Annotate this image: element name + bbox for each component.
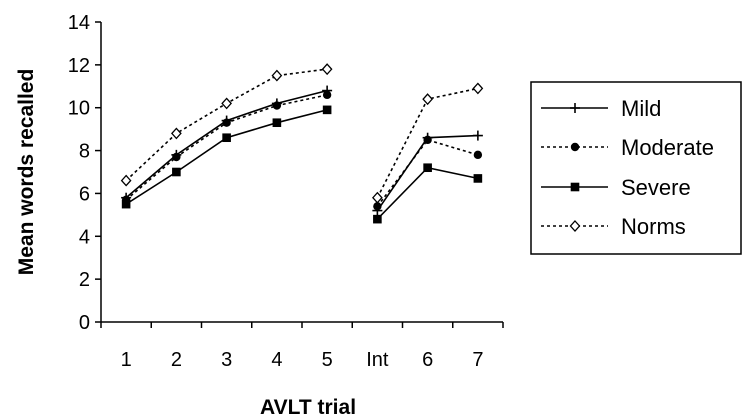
- series-norms: [120, 63, 484, 204]
- data-point: [272, 118, 282, 128]
- data-point: [373, 202, 382, 211]
- data-point: [222, 118, 231, 127]
- legend-marker: [570, 142, 580, 152]
- axes: [95, 21, 504, 328]
- x-tick-label: 5: [322, 349, 333, 371]
- y-tick-label: 6: [79, 183, 90, 205]
- x-axis-title: AVLT trial: [260, 396, 356, 419]
- data-point: [321, 63, 333, 76]
- legend-label: Mild: [621, 96, 661, 121]
- y-tick-label: 2: [79, 269, 90, 291]
- series-layer: [120, 63, 484, 224]
- series-line: [376, 138, 479, 207]
- x-tick-label: Int: [366, 349, 389, 371]
- data-point: [271, 69, 283, 82]
- data-point: [372, 191, 383, 204]
- data-point: [322, 105, 332, 115]
- legend-item: Severe: [541, 175, 691, 200]
- y-tick-label: 4: [79, 226, 90, 248]
- y-tick-label: 14: [68, 12, 90, 34]
- data-point: [272, 101, 282, 110]
- x-tick-label: 1: [121, 349, 132, 371]
- data-point: [120, 174, 132, 187]
- legend: Mild Moderate Severe Norms: [530, 81, 742, 255]
- y-tick-label: 10: [68, 98, 90, 120]
- legend-label: Severe: [621, 175, 691, 200]
- data-point: [422, 93, 433, 106]
- series-mild: [121, 85, 483, 216]
- legend-marker: [570, 182, 580, 192]
- y-tick-labels: 0 2 4 6 8 10 12 14: [68, 12, 90, 334]
- y-tick-label: 0: [79, 312, 90, 334]
- data-point: [423, 135, 432, 145]
- series-severe: [121, 105, 483, 224]
- data-point: [322, 90, 332, 100]
- data-point: [473, 174, 483, 183]
- y-tick-label: 12: [68, 55, 90, 77]
- data-point: [473, 150, 483, 160]
- legend-marker: [570, 103, 580, 113]
- legend-item: Mild: [541, 96, 661, 121]
- x-tick-label: 4: [271, 349, 282, 371]
- x-tick-label: 2: [171, 349, 182, 371]
- data-point: [472, 130, 483, 141]
- legend-item: Norms: [541, 214, 686, 239]
- x-tick-labels: 1 2 3 4 5 Int 6 7: [121, 349, 484, 371]
- legend-label: Norms: [621, 214, 686, 239]
- x-tick-label: 3: [221, 349, 232, 371]
- legend-item: Moderate: [541, 135, 714, 160]
- y-tick-label: 8: [79, 141, 90, 163]
- data-point: [221, 97, 232, 110]
- data-point: [172, 167, 181, 177]
- data-point: [472, 82, 484, 95]
- legend-marker: [569, 220, 581, 232]
- data-point: [373, 214, 382, 224]
- data-point: [172, 152, 181, 162]
- x-tick-label: 6: [422, 349, 433, 371]
- data-point: [121, 199, 131, 209]
- data-point: [171, 127, 182, 140]
- data-point: [423, 163, 432, 173]
- x-tick-label: 7: [472, 349, 483, 371]
- data-point: [222, 133, 231, 143]
- series-line: [376, 166, 479, 220]
- y-axis-title: Mean words recalled: [15, 69, 38, 276]
- legend-label: Moderate: [621, 135, 714, 160]
- series-line: [376, 134, 478, 212]
